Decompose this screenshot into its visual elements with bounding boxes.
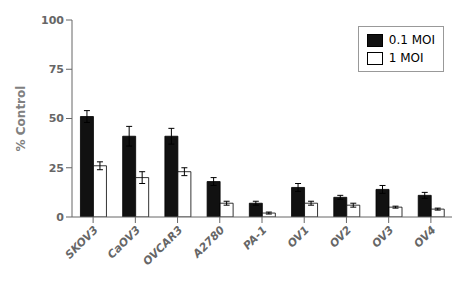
svg-text:OV3: OV3	[369, 223, 396, 250]
svg-text:50: 50	[49, 112, 65, 125]
svg-text:CaOV3: CaOV3	[105, 223, 143, 261]
svg-text:OV4: OV4	[412, 223, 439, 250]
svg-text:A2780: A2780	[190, 223, 228, 261]
svg-text:PA-1: PA-1	[241, 223, 270, 252]
html-text:1 MOI: 1 MOI	[388, 51, 424, 65]
svg-text:100: 100	[41, 14, 64, 27]
svg-text:OV1: OV1	[285, 223, 312, 250]
svg-text:75: 75	[49, 63, 64, 76]
html-text:0.1 MOI: 0.1 MOI	[388, 33, 435, 47]
svg-text:0: 0	[56, 211, 64, 224]
svg-text:25: 25	[49, 162, 64, 175]
svg-text:OVCAR3: OVCAR3	[141, 223, 186, 268]
svg-text:SKOV3: SKOV3	[63, 223, 101, 261]
svg-text:OV2: OV2	[327, 223, 354, 250]
svg-text:% Control: % Control	[14, 86, 28, 152]
